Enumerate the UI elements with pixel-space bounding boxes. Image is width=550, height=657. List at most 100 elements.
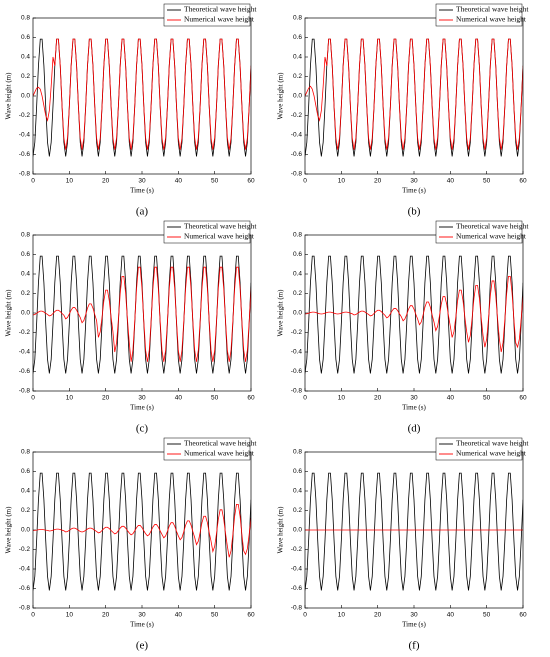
- y-tick-label: 0.8: [293, 232, 302, 239]
- panel: -0.8 -0.6 -0.4 -0.2 0.0 0.2 0.4 0.6 0.8 0 10 20 30 40…: [277, 220, 529, 435]
- y-tick-label: -0.8: [291, 171, 303, 178]
- x-tick-label: 40: [175, 178, 183, 185]
- x-tick-label: 30: [410, 612, 418, 619]
- x-tick-label: 40: [175, 612, 183, 619]
- plot-frame: [304, 17, 524, 175]
- x-tick-label: 20: [102, 395, 110, 402]
- y-tick-label: 0.2: [293, 290, 302, 297]
- plot-frame: [304, 234, 524, 392]
- x-axis-label: Time (s): [402, 187, 426, 195]
- y-tick-label: -0.8: [291, 605, 303, 612]
- x-axis-label: Time (s): [130, 621, 154, 629]
- panel: -0.8 -0.6 -0.4 -0.2 0.0 0.2 0.4 0.6 0.8 0 10 20 30 40…: [5, 437, 257, 652]
- y-tick-label: -0.4: [19, 349, 31, 356]
- panel-caption: (d): [408, 423, 421, 435]
- x-tick-label: 40: [447, 178, 455, 185]
- x-tick-label: 50: [483, 178, 491, 185]
- y-tick-label: 0.8: [293, 449, 302, 456]
- plot-lines: [33, 472, 251, 591]
- x-tick-label: 10: [66, 612, 74, 619]
- y-tick-label: -0.8: [19, 605, 31, 612]
- data-line: [305, 275, 523, 353]
- y-tick-label: -0.6: [291, 368, 303, 375]
- y-axis-label: Wave height (m): [277, 506, 285, 554]
- legend-label: Theoretical wave height: [184, 222, 257, 231]
- y-tick-label: 0.0: [293, 93, 302, 100]
- y-tick-label: 0.2: [21, 73, 30, 80]
- y-tick-label: 0.6: [21, 468, 30, 475]
- legend-label: Numerical wave height: [456, 15, 527, 24]
- x-tick-label: 60: [519, 612, 527, 619]
- x-tick-label: 0: [303, 612, 307, 619]
- x-tick-label: 50: [483, 612, 491, 619]
- y-axis-label: Wave height (m): [277, 289, 285, 337]
- legend-box: [163, 437, 251, 461]
- y-tick-label: -0.6: [291, 151, 303, 158]
- x-axis-label: Time (s): [402, 621, 426, 629]
- y-tick-label: -0.8: [291, 388, 303, 395]
- plot-frame: [32, 17, 252, 175]
- y-tick-label: -0.6: [19, 585, 31, 592]
- y-tick-label: -0.8: [19, 388, 31, 395]
- x-tick-label: 10: [66, 395, 74, 402]
- legend-box: [435, 437, 523, 461]
- x-tick-label: 0: [303, 395, 307, 402]
- y-tick-label: -0.6: [19, 368, 31, 375]
- legend-label: Theoretical wave height: [456, 439, 529, 448]
- legend-label: Theoretical wave height: [184, 5, 257, 14]
- y-tick-label: -0.2: [291, 546, 303, 553]
- y-tick-label: 0.6: [293, 251, 302, 258]
- data-line: [305, 255, 523, 374]
- x-tick-label: 60: [247, 612, 255, 619]
- x-tick-label: 50: [483, 395, 491, 402]
- plot-lines: [305, 38, 523, 157]
- y-tick-label: 0.2: [21, 290, 30, 297]
- y-tick-label: -0.8: [19, 171, 31, 178]
- panel-caption: (a): [136, 206, 149, 218]
- y-tick-label: 0.0: [21, 527, 30, 534]
- panel: -0.8 -0.6 -0.4 -0.2 0.0 0.2 0.4 0.6 0.8 0 10 20 30 40…: [277, 3, 529, 218]
- y-tick-label: -0.6: [19, 151, 31, 158]
- y-tick-label: 0.4: [293, 488, 302, 495]
- y-tick-label: 0.4: [293, 54, 302, 61]
- x-tick-label: 20: [374, 612, 382, 619]
- legend-label: Numerical wave height: [456, 449, 527, 458]
- y-tick-label: 0.2: [21, 507, 30, 514]
- x-tick-label: 20: [374, 395, 382, 402]
- plot-lines: [305, 472, 523, 591]
- x-tick-label: 40: [447, 395, 455, 402]
- x-tick-label: 10: [66, 178, 74, 185]
- plot-lines: [33, 255, 251, 374]
- data-line: [33, 266, 251, 362]
- y-tick-label: 0.0: [293, 310, 302, 317]
- x-axis-label: Time (s): [130, 404, 154, 412]
- x-tick-label: 0: [303, 178, 307, 185]
- legend-label: Theoretical wave height: [456, 5, 529, 14]
- y-tick-label: 0.2: [293, 73, 302, 80]
- x-tick-label: 10: [338, 612, 346, 619]
- y-tick-label: -0.4: [19, 132, 31, 139]
- x-tick-label: 40: [447, 612, 455, 619]
- x-tick-label: 0: [31, 612, 35, 619]
- data-line: [305, 472, 523, 591]
- y-tick-label: 0.0: [293, 527, 302, 534]
- y-tick-label: 0.4: [21, 271, 30, 278]
- x-tick-label: 60: [519, 395, 527, 402]
- y-tick-label: 0.8: [293, 15, 302, 22]
- y-tick-label: 0.8: [21, 449, 30, 456]
- x-tick-label: 60: [247, 178, 255, 185]
- x-tick-label: 60: [247, 395, 255, 402]
- data-line: [33, 38, 251, 157]
- legend-box: [435, 220, 523, 244]
- data-line: [33, 503, 251, 558]
- x-tick-label: 30: [138, 395, 146, 402]
- plot-frame: [32, 451, 252, 609]
- y-tick-label: 0.6: [293, 34, 302, 41]
- x-tick-label: 10: [338, 395, 346, 402]
- y-tick-label: 0.6: [21, 34, 30, 41]
- legend-box: [163, 3, 251, 27]
- y-tick-label: -0.2: [19, 112, 31, 119]
- data-line: [33, 472, 251, 591]
- data-line: [33, 255, 251, 374]
- y-tick-label: -0.6: [291, 585, 303, 592]
